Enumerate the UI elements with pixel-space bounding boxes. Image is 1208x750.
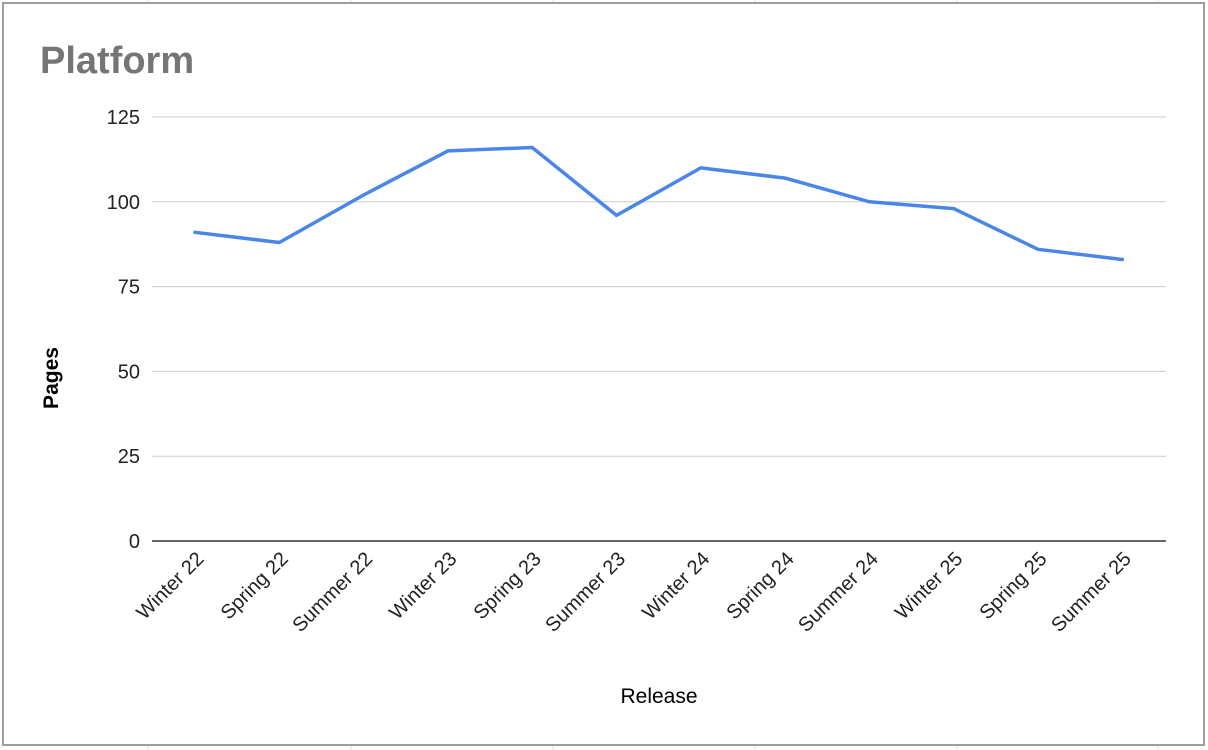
data-point (952, 206, 956, 211)
y-axis-title: Pages (40, 347, 63, 409)
data-point (867, 200, 872, 204)
y-tick-labels: 0 25 50 75 100 125 (107, 107, 140, 553)
y-tick-label: 0 (129, 531, 140, 553)
y-tick-label: 100 (107, 192, 140, 214)
x-axis-title: Release (620, 685, 697, 708)
y-gridlines (152, 116, 1166, 542)
data-point (446, 149, 450, 153)
y-tick-label: 75 (118, 277, 140, 299)
data-point (783, 176, 787, 180)
data-point (1036, 247, 1040, 251)
y-tick-label: 50 (118, 361, 140, 383)
data-point (699, 166, 703, 170)
data-point (614, 213, 619, 217)
data-point (362, 193, 366, 197)
data-point (193, 230, 197, 234)
y-tick-label: 25 (118, 446, 140, 468)
series-lines (193, 145, 1125, 262)
series-line (193, 145, 1125, 262)
data-point (530, 145, 534, 150)
y-tick-label: 125 (107, 107, 140, 129)
chart-title: Platform (40, 40, 194, 82)
data-point (1120, 257, 1124, 262)
data-point (277, 240, 281, 245)
